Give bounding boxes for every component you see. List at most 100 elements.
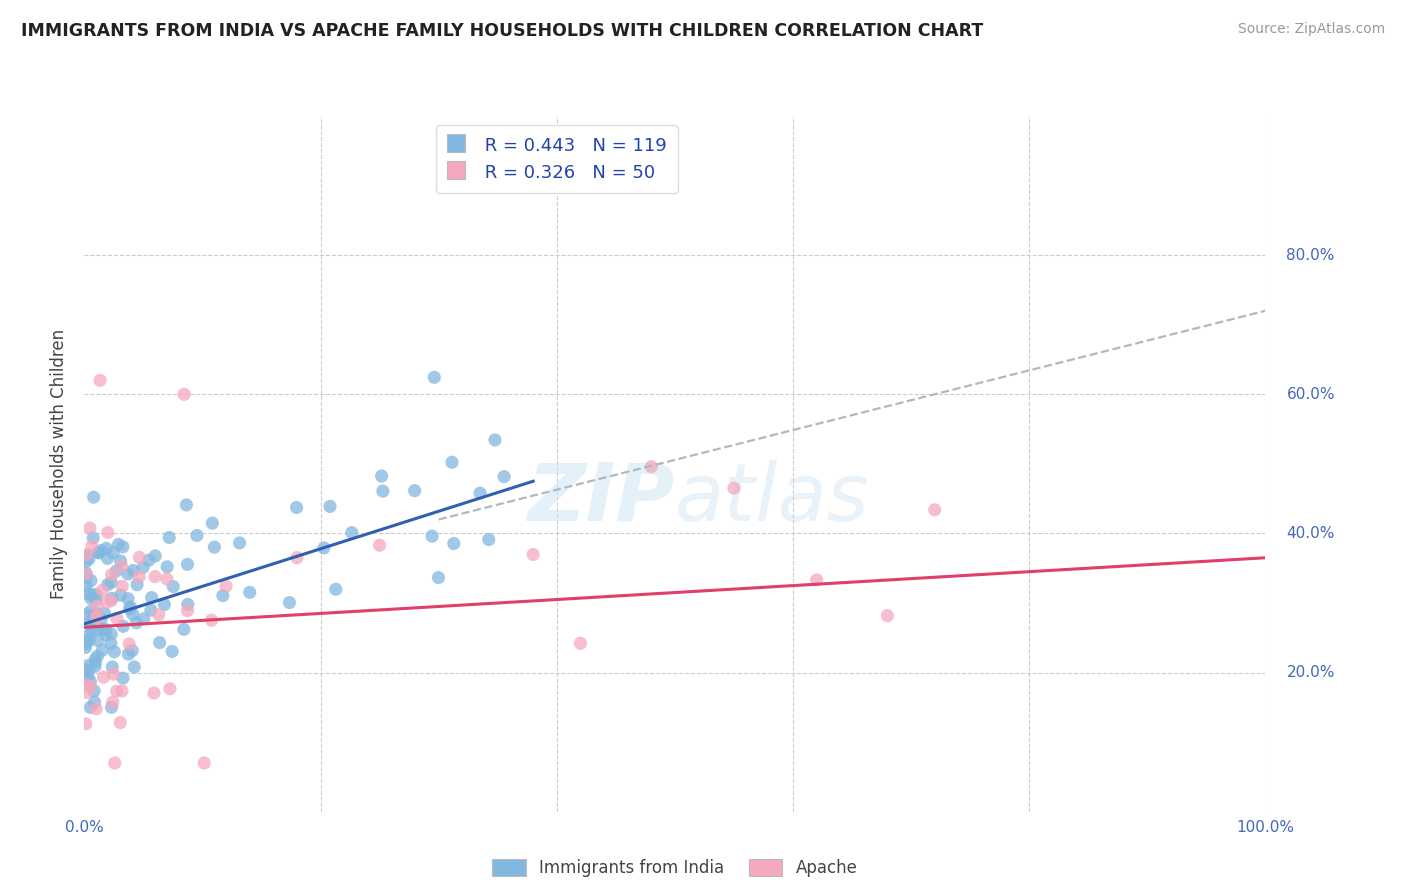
Point [148, 607, 170, 622]
Point [423, 370, 446, 384]
Point [371, 484, 394, 499]
Point [80, 588, 103, 602]
Point [87, 546, 110, 560]
Point [93, 607, 115, 621]
Point [86, 611, 108, 625]
Point [176, 498, 198, 512]
Point [427, 571, 450, 585]
Point [285, 500, 308, 515]
Point [93, 670, 115, 684]
Point [89, 373, 111, 387]
Point [111, 671, 134, 685]
Point [84, 659, 107, 673]
Point [127, 578, 149, 592]
Point [84, 592, 107, 607]
Point [128, 570, 150, 584]
Point [84, 587, 107, 601]
Point [200, 613, 222, 627]
Point [478, 533, 501, 547]
Point [325, 582, 347, 597]
Point [285, 550, 308, 565]
Text: ZIP: ZIP [527, 459, 675, 538]
Point [96, 541, 118, 556]
Point [105, 564, 128, 578]
Point [443, 536, 465, 550]
Point [79, 679, 101, 693]
Point [83, 608, 105, 623]
Text: IMMIGRANTS FROM INDIA VS APACHE FAMILY HOUSEHOLDS WITH CHILDREN CORRELATION CHAR: IMMIGRANTS FROM INDIA VS APACHE FAMILY H… [21, 22, 983, 40]
Point [84, 606, 107, 620]
Point [75, 566, 97, 581]
Point [75, 637, 97, 651]
Point [103, 645, 125, 659]
Point [75, 570, 97, 584]
Point [173, 623, 195, 637]
Point [79, 521, 101, 535]
Point [76, 548, 98, 562]
Point [75, 566, 97, 580]
Text: Source: ZipAtlas.com: Source: ZipAtlas.com [1237, 22, 1385, 37]
Point [404, 483, 426, 498]
Point [100, 636, 122, 650]
Point [312, 541, 335, 555]
Point [96, 551, 118, 566]
Point [132, 560, 155, 574]
Point [105, 611, 128, 625]
Point [128, 550, 150, 565]
Point [239, 585, 262, 599]
Point [494, 469, 516, 483]
Point [75, 716, 97, 731]
Point [876, 608, 898, 623]
Point [79, 628, 101, 642]
Point [103, 546, 125, 560]
Point [83, 695, 105, 709]
Point [84, 613, 107, 627]
Point [120, 599, 142, 614]
Point [143, 549, 166, 563]
Point [90, 612, 112, 626]
Point [143, 569, 166, 583]
Point [132, 612, 155, 626]
Point [97, 577, 120, 591]
Point [110, 554, 132, 568]
Point [79, 674, 101, 689]
Point [80, 623, 103, 637]
Point [91, 623, 114, 637]
Point [177, 598, 200, 612]
Point [186, 528, 208, 542]
Point [96, 595, 118, 609]
Point [122, 660, 145, 674]
Point [723, 481, 745, 495]
Point [91, 643, 114, 657]
Point [101, 591, 124, 606]
Point [806, 573, 828, 587]
Point [368, 538, 391, 552]
Point [125, 615, 148, 630]
Point [569, 636, 592, 650]
Point [420, 529, 443, 543]
Point [211, 589, 233, 603]
Point [80, 591, 103, 606]
Point [159, 681, 181, 696]
Point [110, 715, 132, 730]
Point [94, 627, 117, 641]
Point [87, 545, 110, 559]
Point [77, 664, 100, 678]
Point [112, 619, 135, 633]
Point [87, 633, 110, 648]
Point [104, 756, 127, 770]
Point [117, 591, 139, 606]
Point [94, 623, 117, 637]
Point [640, 459, 662, 474]
Point [86, 609, 108, 624]
Point [173, 387, 195, 401]
Point [77, 671, 100, 685]
Point [111, 559, 134, 574]
Point [82, 531, 104, 545]
Point [193, 756, 215, 770]
Point [138, 553, 160, 567]
Point [84, 656, 107, 670]
Point [76, 633, 98, 648]
Point [122, 563, 145, 577]
Point [141, 591, 163, 605]
